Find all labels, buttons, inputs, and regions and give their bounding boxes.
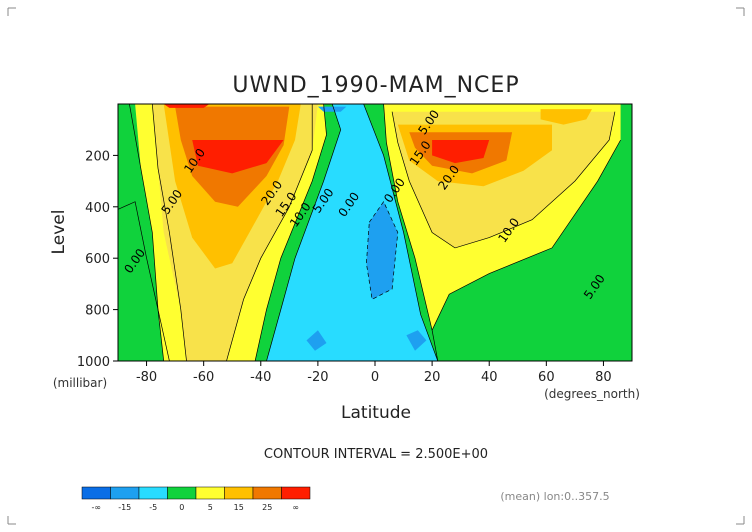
contour-line-0 <box>129 104 165 361</box>
x-tick-label-6: 40 <box>481 370 498 385</box>
contour-region-16 <box>366 201 398 300</box>
contour-line-8 <box>391 111 616 249</box>
contour-region-18 <box>406 330 427 351</box>
colorbar-swatch-7 <box>281 486 311 500</box>
contour-interval-text: CONTOUR INTERVAL = 2.500E+00 <box>264 447 488 462</box>
contour-line-2 <box>254 104 327 361</box>
contour-region-10 <box>540 109 592 125</box>
colorbar-label-2: -5 <box>149 503 157 512</box>
x-tick-label-8: 80 <box>595 370 612 385</box>
x-tick-label-1: -60 <box>193 370 214 385</box>
x-tick-label-2: -40 <box>250 370 271 385</box>
y-tick-label-2: 600 <box>85 252 110 267</box>
x-tick-label-3: -20 <box>307 370 328 385</box>
colorbar-label-1: -15 <box>118 503 131 512</box>
x-axis-ticks: -80 -60 -40 -20 0 20 40 60 80 <box>136 361 612 385</box>
colorbar-label-4: 5 <box>208 503 213 512</box>
contour-line-7 <box>431 139 621 331</box>
y-tick-label-3: 800 <box>85 304 110 319</box>
x-axis-units: (degrees_north) <box>544 387 640 401</box>
chart-title: UWND_1990-MAM_NCEP <box>232 73 519 98</box>
contour-region-14 <box>432 140 490 164</box>
contour-line-4 <box>266 104 342 361</box>
y-tick-label-4: 1000 <box>77 355 110 370</box>
x-tick-label-5: 20 <box>424 370 441 385</box>
colorbar-swatch-2 <box>138 486 168 500</box>
x-tick-label-7: 60 <box>538 370 555 385</box>
colorbar-label-7: ∞ <box>292 503 299 512</box>
contour-region-17 <box>306 330 327 351</box>
y-tick-label-0: 200 <box>85 149 110 164</box>
colorbar-swatch-6 <box>252 486 282 500</box>
contour-line-1 <box>151 104 187 361</box>
contour-line-9 <box>118 201 170 361</box>
colorbar-label-6: 25 <box>262 503 272 512</box>
colorbar-label-0: -∞ <box>91 503 101 512</box>
colorbar-swatch-5 <box>224 486 254 500</box>
contour-lines <box>118 104 621 361</box>
contour-line-3 <box>226 104 313 361</box>
colorbar: -∞ -15 -5 0 5 15 25 ∞ <box>81 486 311 512</box>
contour-region-13 <box>192 140 284 174</box>
contour-fills <box>118 104 632 361</box>
y-axis-ticks: 200 400 600 800 1000 <box>77 149 118 370</box>
footer-text: (mean) lon:0..357.5 <box>500 490 609 503</box>
colorbar-label-3: 0 <box>179 503 184 512</box>
colorbar-swatch-3 <box>167 486 197 500</box>
colorbar-swatch-1 <box>110 486 140 500</box>
contour-region-3 <box>118 201 170 361</box>
colorbar-swatch-0 <box>81 486 111 500</box>
y-tick-label-1: 400 <box>85 201 110 216</box>
contour-line-5 <box>363 104 439 361</box>
y-axis-units: (millibar) <box>53 376 107 390</box>
colorbar-label-5: 15 <box>234 503 244 512</box>
x-tick-label-4: 0 <box>371 370 379 385</box>
x-tick-label-0: -80 <box>136 370 157 385</box>
contour-line-6 <box>383 104 439 361</box>
contour-line-negative <box>366 200 399 300</box>
y-axis-label: Level <box>49 210 69 255</box>
contour-region-15 <box>163 104 210 108</box>
crop-marks <box>7 7 745 525</box>
contour-region-19 <box>317 106 347 112</box>
x-axis-label: Latitude <box>341 403 411 423</box>
colorbar-swatch-4 <box>195 486 225 500</box>
